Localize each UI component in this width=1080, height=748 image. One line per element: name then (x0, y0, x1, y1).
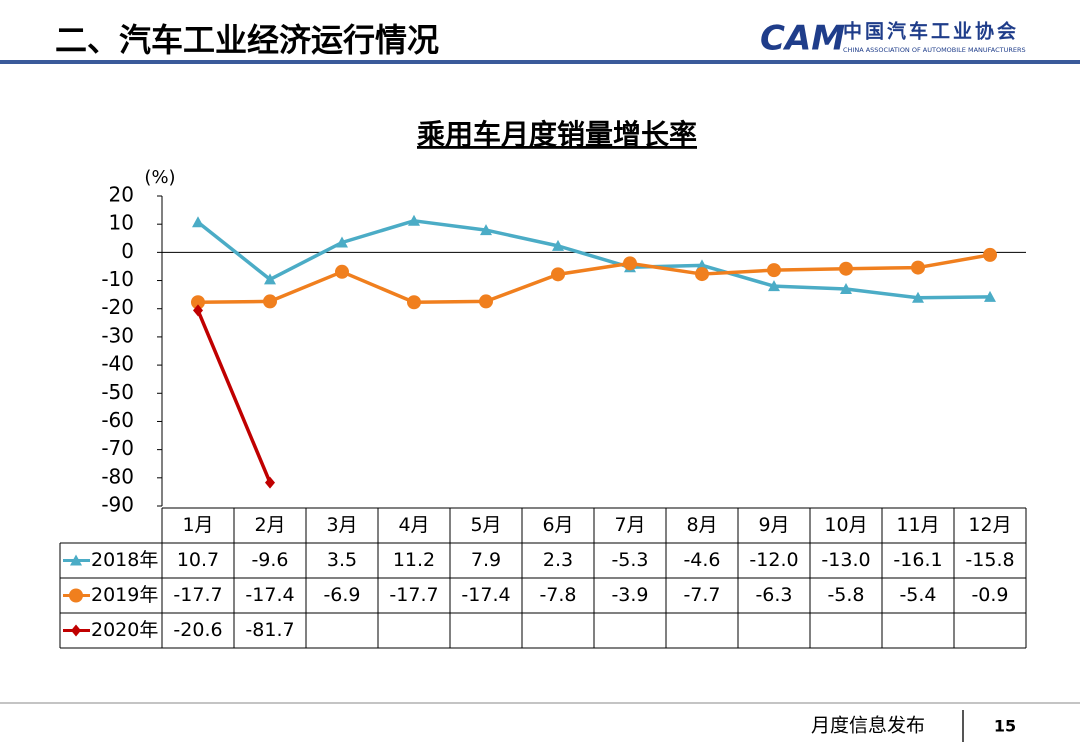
marker (695, 267, 709, 282)
legend-label: 2019年 (91, 584, 158, 606)
table-value: -20.6 (173, 619, 222, 641)
table-value: 2.3 (543, 549, 573, 571)
marker (768, 280, 780, 292)
slide-title: 二、汽车工业经济运行情况 (55, 21, 439, 59)
y-tick-label: -90 (101, 493, 134, 517)
table-value: -7.7 (683, 584, 720, 606)
logo-en: CHINA ASSOCIATION OF AUTOMOBILE MANUFACT… (843, 46, 1026, 54)
y-tick-label: -50 (101, 380, 134, 404)
marker (192, 216, 204, 228)
table-value: 7.9 (471, 549, 501, 571)
series-line (196, 219, 991, 300)
marker (263, 294, 277, 309)
marker (264, 273, 276, 285)
y-tick-label: -10 (101, 267, 134, 291)
marker (191, 295, 205, 310)
table-value: -13.0 (821, 549, 870, 571)
table-value: -15.8 (965, 549, 1014, 571)
marker (767, 263, 781, 278)
y-tick-label: -70 (101, 436, 134, 460)
logo-mark: CAM (760, 19, 845, 59)
marker (912, 291, 924, 303)
x-tick-label: 9月 (758, 514, 789, 536)
marker (840, 283, 852, 294)
x-tick-label: 2月 (254, 514, 285, 536)
table-value: 10.7 (177, 549, 219, 571)
table-value: -0.9 (971, 584, 1008, 606)
table-value: -81.7 (245, 619, 294, 641)
table-value: -6.9 (323, 584, 360, 606)
marker (335, 264, 349, 279)
table-value: 3.5 (327, 549, 357, 571)
marker (407, 295, 421, 310)
table-value: -6.3 (755, 584, 792, 606)
table-value: -12.0 (749, 549, 798, 571)
legend-label: 2020年 (91, 619, 158, 641)
x-tick-label: 12月 (968, 514, 1011, 536)
x-tick-label: 6月 (542, 514, 573, 536)
table-value: -17.7 (389, 584, 438, 606)
y-tick-label: 20 (109, 183, 134, 207)
page-number: 15 (994, 717, 1016, 736)
y-tick-label: 0 (121, 239, 134, 263)
x-tick-label: 11月 (896, 514, 939, 536)
y-tick-label: -40 (101, 352, 134, 376)
table-value: -4.6 (683, 549, 720, 571)
marker (911, 260, 925, 275)
x-tick-label: 10月 (824, 514, 867, 536)
marker (983, 247, 997, 262)
marker (479, 294, 493, 309)
x-tick-label: 8月 (686, 514, 717, 536)
marker (71, 624, 81, 637)
marker (552, 239, 564, 251)
marker (551, 267, 565, 282)
marker (839, 261, 853, 276)
table-value: -17.4 (461, 584, 510, 606)
table-value: 11.2 (393, 549, 435, 571)
marker (69, 588, 83, 603)
table-value: -17.7 (173, 584, 222, 606)
marker (984, 290, 996, 302)
table-value: -5.3 (611, 549, 648, 571)
table-value: -17.4 (245, 584, 294, 606)
chart-title: 乘用车月度销量增长率 (417, 118, 697, 151)
marker (408, 214, 420, 226)
marker (193, 304, 203, 317)
y-tick-label: -30 (101, 323, 134, 347)
y-tick-label: -80 (101, 464, 134, 488)
y-tick-label: -60 (101, 408, 134, 432)
x-tick-label: 7月 (614, 514, 645, 536)
table-value: -9.6 (251, 549, 288, 571)
marker (623, 256, 637, 271)
x-tick-label: 4月 (398, 514, 429, 536)
table-value: -7.8 (539, 584, 576, 606)
table-value: -16.1 (893, 549, 942, 571)
series-line (196, 309, 272, 484)
marker (480, 224, 492, 236)
legend-label: 2018年 (91, 549, 158, 571)
logo-cn: 中国汽车工业协会 (843, 20, 1019, 43)
table-value: -3.9 (611, 584, 648, 606)
series-line (197, 253, 991, 304)
y-tick-label: -20 (101, 295, 134, 319)
unit-label: (%) (144, 167, 175, 188)
table-value: -5.8 (827, 584, 864, 606)
header-rule (0, 60, 1080, 64)
x-tick-label: 5月 (470, 514, 501, 536)
x-tick-label: 1月 (182, 514, 213, 536)
marker (265, 476, 275, 489)
table-value: -5.4 (899, 584, 936, 606)
x-tick-label: 3月 (326, 514, 357, 536)
marker (70, 554, 82, 566)
marker (336, 236, 348, 248)
marker (696, 259, 708, 271)
y-tick-label: 10 (109, 211, 134, 235)
footer-text: 月度信息发布 (811, 715, 925, 737)
